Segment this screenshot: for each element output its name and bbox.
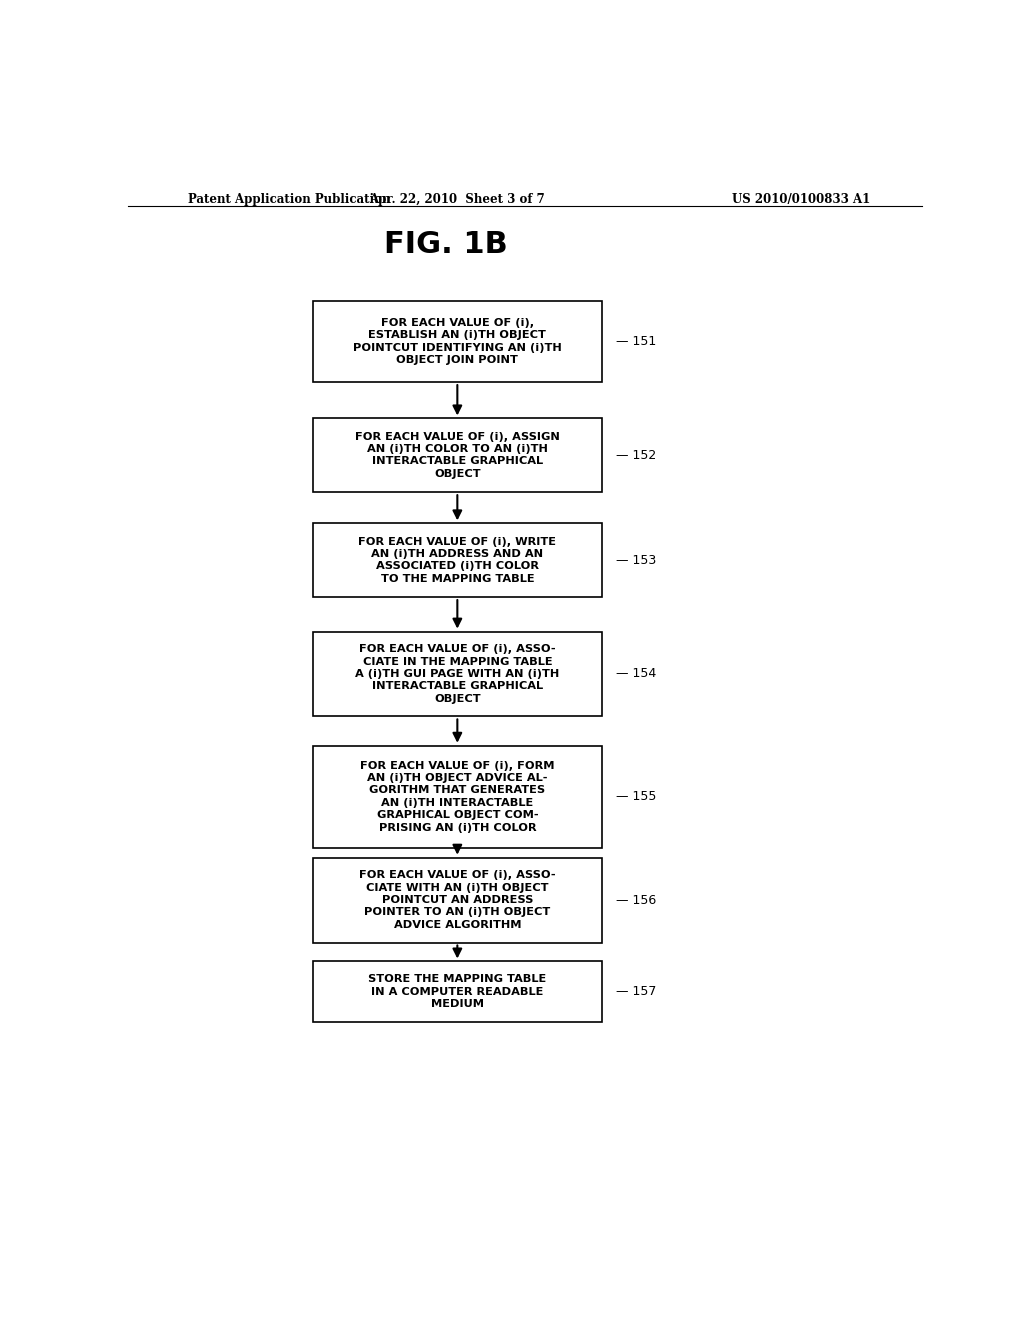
Text: FOR EACH VALUE OF (i), WRITE
AN (i)TH ADDRESS AND AN
ASSOCIATED (i)TH COLOR
TO T: FOR EACH VALUE OF (i), WRITE AN (i)TH AD… — [358, 537, 556, 583]
Text: — 157: — 157 — [616, 985, 656, 998]
Text: FOR EACH VALUE OF (i), ASSIGN
AN (i)TH COLOR TO AN (i)TH
INTERACTABLE GRAPHICAL
: FOR EACH VALUE OF (i), ASSIGN AN (i)TH C… — [355, 432, 560, 479]
FancyBboxPatch shape — [312, 961, 602, 1022]
Text: FOR EACH VALUE OF (i),
ESTABLISH AN (i)TH OBJECT
POINTCUT IDENTIFYING AN (i)TH
O: FOR EACH VALUE OF (i), ESTABLISH AN (i)T… — [353, 318, 562, 366]
FancyBboxPatch shape — [312, 523, 602, 597]
Text: US 2010/0100833 A1: US 2010/0100833 A1 — [732, 193, 870, 206]
Text: Apr. 22, 2010  Sheet 3 of 7: Apr. 22, 2010 Sheet 3 of 7 — [370, 193, 545, 206]
Text: Patent Application Publication: Patent Application Publication — [187, 193, 390, 206]
Text: — 151: — 151 — [616, 335, 656, 348]
Text: — 152: — 152 — [616, 449, 656, 462]
FancyBboxPatch shape — [312, 631, 602, 717]
FancyBboxPatch shape — [312, 858, 602, 942]
Text: — 153: — 153 — [616, 553, 656, 566]
Text: FIG. 1B: FIG. 1B — [384, 230, 507, 259]
Text: — 155: — 155 — [616, 791, 656, 803]
Text: FOR EACH VALUE OF (i), FORM
AN (i)TH OBJECT ADVICE AL-
GORITHM THAT GENERATES
AN: FOR EACH VALUE OF (i), FORM AN (i)TH OBJ… — [360, 760, 555, 833]
FancyBboxPatch shape — [312, 746, 602, 847]
Text: FOR EACH VALUE OF (i), ASSO-
CIATE IN THE MAPPING TABLE
A (i)TH GUI PAGE WITH AN: FOR EACH VALUE OF (i), ASSO- CIATE IN TH… — [355, 644, 559, 704]
FancyBboxPatch shape — [312, 418, 602, 492]
Text: — 154: — 154 — [616, 668, 656, 681]
Text: FOR EACH VALUE OF (i), ASSO-
CIATE WITH AN (i)TH OBJECT
POINTCUT AN ADDRESS
POIN: FOR EACH VALUE OF (i), ASSO- CIATE WITH … — [359, 870, 556, 929]
Text: STORE THE MAPPING TABLE
IN A COMPUTER READABLE
MEDIUM: STORE THE MAPPING TABLE IN A COMPUTER RE… — [369, 974, 547, 1008]
Text: — 156: — 156 — [616, 894, 656, 907]
FancyBboxPatch shape — [312, 301, 602, 383]
